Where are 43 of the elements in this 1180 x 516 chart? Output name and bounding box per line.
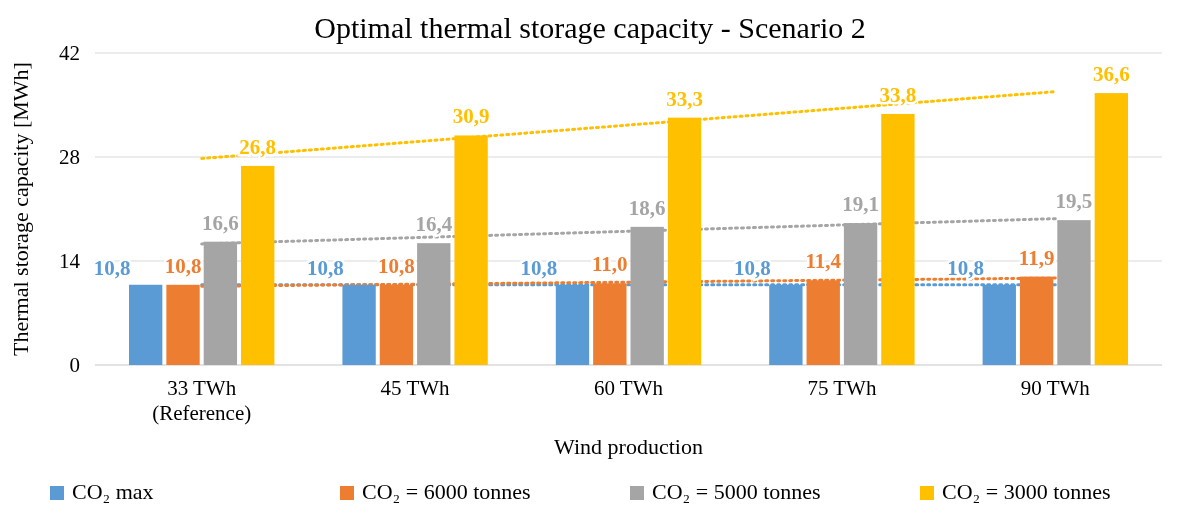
x-tick-label: 60 TWh [593,376,664,400]
data-label: 36,6 [1092,62,1130,87]
data-label: 11,4 [805,249,842,274]
data-label: 33,3 [666,86,703,111]
x-tick-label: 45 TWh [380,376,451,400]
y-axis-title: Thermal storage capacity [MWh] [8,62,33,356]
x-tick-label: 90 TWh [1020,376,1091,400]
y-tick-label: 42 [59,41,80,65]
data-label: 10,8 [164,253,202,278]
x-axis-title: Wind production [554,434,703,459]
legend-label: CO₂ = 3000 tonnes [942,479,1111,504]
x-tick-label: 75 TWh [807,376,877,400]
data-label: 19,5 [1055,189,1093,214]
bar [129,284,163,365]
bar [1057,220,1091,365]
y-tick-label: 14 [59,249,81,273]
y-tick-label: 28 [59,145,80,169]
data-label: 10,8 [93,255,131,280]
data-label: 18,6 [628,195,666,220]
data-label: 10,8 [307,255,344,280]
data-label: 10,8 [733,255,771,280]
x-tick-label: 33 TWh (Reference) [152,376,252,425]
data-label: 10,8 [378,253,415,278]
bar [241,165,275,365]
data-label: 30,9 [452,104,490,129]
bar [342,284,376,365]
bar [881,113,915,365]
legend-label: CO₂ = 5000 tonnes [652,479,821,504]
data-label: 11,0 [592,252,628,277]
data-label: 16,4 [415,212,453,237]
legend-label: CO₂ max [72,479,154,504]
y-tick-label: 0 [69,353,80,377]
data-label: 11,9 [1018,245,1055,270]
chart-title: Optimal thermal storage capacity - Scenario 2 [314,11,866,44]
bar [417,243,451,365]
data-label: 19,1 [842,192,879,217]
data-label: 16,6 [202,210,239,235]
legend-label: CO₂ = 6000 tonnes [362,479,531,504]
data-label: 33,8 [879,82,917,107]
data-label: 10,8 [947,255,985,280]
bar [1094,93,1128,365]
data-label: 26,8 [239,134,277,159]
data-label: 10,8 [520,255,558,280]
